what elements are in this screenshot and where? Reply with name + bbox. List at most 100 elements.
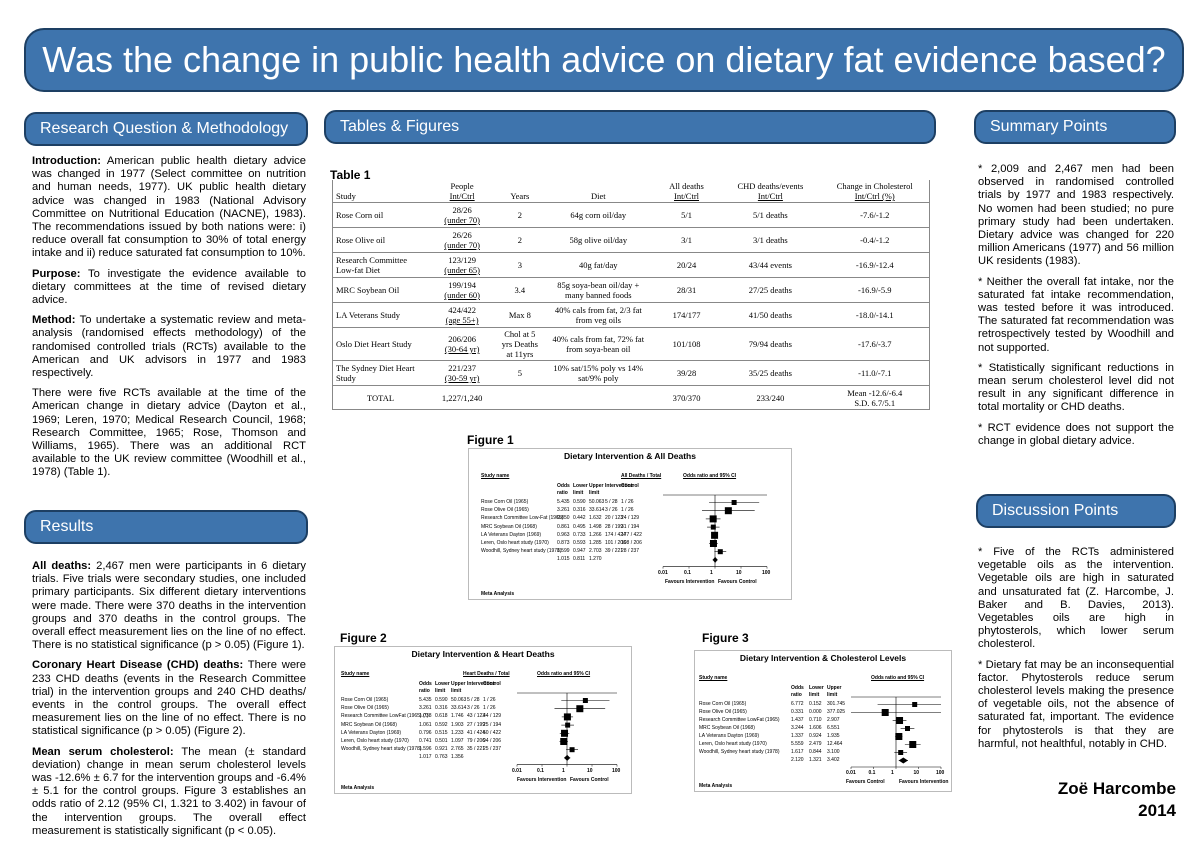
- cell-years: 3.4: [495, 277, 544, 303]
- cell-all: 101/108: [652, 327, 721, 361]
- forest-value: 0.924: [809, 733, 822, 739]
- figure3-label: Figure 3: [702, 631, 749, 645]
- cell-chd: 27/25 deaths: [720, 277, 821, 303]
- forest-overall-value: 1.270: [589, 556, 602, 563]
- cell-all: 20/24: [652, 252, 721, 278]
- forest-value: 12.464: [827, 741, 843, 747]
- cell-people: 221/237 (30-59 yr): [428, 360, 496, 386]
- forest-tick-label: 10: [587, 767, 593, 774]
- forest-value: 0.316: [435, 705, 448, 712]
- forest-tick-label: 1: [562, 767, 565, 774]
- cell-all: 5/1: [652, 202, 721, 228]
- forest-value: 0.592: [435, 721, 448, 728]
- forest-favours-right: Favours Intervention: [899, 779, 949, 785]
- th-chd-sub: Int/Ctrl: [757, 191, 783, 201]
- forest-value: 0.947: [573, 548, 586, 555]
- forest-value: 0.741: [419, 738, 432, 744]
- table1-row: Oslo Diet Heart Study 206/206 (30-64 yr) Ch…: [332, 327, 930, 361]
- cell-all: 39/28: [652, 360, 721, 386]
- forest-value: 1.746: [451, 713, 464, 720]
- cell-chol: -18.0/-14.1: [820, 302, 930, 328]
- forest-value: 1.599: [557, 548, 570, 555]
- table1-row: Rose Corn oil 28/26 (under 70) 2 64g corn oi…: [332, 202, 930, 228]
- th-chd-label: CHD deaths/events: [737, 181, 804, 191]
- forest-tick-label: 100: [612, 767, 621, 774]
- forest-title: Dietary Intervention & Heart Deaths: [411, 649, 555, 659]
- forest-point: [904, 726, 910, 731]
- forest-col-head: Lower limit: [573, 483, 588, 496]
- forest-value: 0.861: [557, 523, 570, 530]
- forest-tick-label: 10: [913, 770, 920, 776]
- forest-value: 50 / 422: [483, 729, 502, 736]
- th-chol: Change in Cholesterol Int/Ctrl (%): [820, 180, 930, 203]
- forest-value: 50.063: [589, 499, 605, 505]
- forest-overall-diamond: [898, 757, 908, 764]
- forest-value: 1.097: [451, 738, 464, 744]
- people-age: (under 65): [444, 265, 480, 275]
- forest-value: 35 / 221: [467, 746, 486, 753]
- forest-value: 79 / 206: [467, 738, 486, 744]
- figure2-label: Figure 2: [340, 631, 387, 645]
- forest-value: 0.593: [573, 540, 586, 546]
- forest-value: 101 / 206: [605, 540, 626, 546]
- forest-point: [709, 515, 717, 523]
- forest-meta-label: Meta Analysis: [699, 783, 733, 789]
- forest-favours-left: Favours Intervention: [517, 776, 567, 783]
- forest-value: 0.618: [435, 713, 448, 720]
- table1-body: Rose Corn oil 28/26 (under 70) 2 64g corn oi…: [332, 202, 930, 410]
- cell-people: 28/26 (under 70): [428, 202, 496, 228]
- forest-value: 5.435: [419, 697, 432, 703]
- cell-study: Rose Olive oil: [332, 227, 429, 253]
- forest-study-name: Research Committee Low-Fat (1965): [481, 515, 564, 522]
- chol-text: The mean (± standard deviation) change i…: [32, 745, 306, 837]
- forest-study-name: Rose Corn Oil (1965): [481, 499, 529, 505]
- th-all-sub: Int/Ctrl: [674, 191, 700, 201]
- forest-value: 1 / 26: [483, 697, 496, 703]
- forest-study-name: Woodhill, Sydney heart study (1978): [341, 746, 422, 753]
- forest-overall-value: 1.015: [557, 556, 570, 563]
- people-count: 26/26: [452, 230, 472, 240]
- forest-point: [896, 717, 904, 724]
- forest-value: 0.796: [419, 729, 432, 736]
- forest-value: 1.596: [419, 746, 432, 753]
- cell-study: The Sydney Diet Heart Study: [332, 360, 429, 386]
- forest-value: 43 / 123: [467, 713, 486, 720]
- forest-value: 5 / 28: [467, 697, 480, 703]
- forest-value: 0.000: [809, 709, 822, 715]
- forest-col-head: Odds ratio: [419, 681, 432, 694]
- forest-value: 1.437: [791, 717, 804, 723]
- people-count: 123/129: [448, 255, 477, 265]
- forest-group-head: Heart Deaths / Total: [463, 671, 510, 677]
- table1-total-row: TOTAL 1,227/1,240 370/370 233/240 Mean -12.6…: [332, 385, 930, 410]
- forest-col-head: Odds ratio: [557, 483, 570, 496]
- forest-value: 3.261: [557, 507, 570, 514]
- forest-tick-label: 0.1: [868, 770, 876, 776]
- cell-years: Max 8: [495, 302, 544, 328]
- cell-people: 424/422 (age 55+): [428, 302, 496, 328]
- cell-study: LA Veterans Study: [332, 302, 429, 328]
- forest-study-name: Rose Olive Oil (1965): [341, 705, 389, 712]
- forest-tick-label: 0.01: [512, 767, 522, 774]
- forest-value: 50.063: [451, 697, 467, 703]
- cell-study: MRC Soybean Oil: [332, 277, 429, 303]
- forest-value: 0.873: [557, 540, 570, 546]
- method-text: To undertake a systematic review and met…: [32, 314, 306, 380]
- people-age: (age 55+): [445, 315, 479, 325]
- forest-study-name: LA Veterans Dayton (1969): [699, 733, 760, 739]
- purpose-text: To investigate the evidence available to…: [32, 267, 306, 307]
- forest-tick-label: 1: [710, 569, 713, 576]
- results-text: All deaths: 2,467 men were participants …: [32, 560, 306, 845]
- forest-point: [710, 524, 716, 530]
- forest-study-head: Study name: [341, 671, 370, 677]
- forest-favours-left: Favours Intervention: [665, 578, 715, 585]
- forest-value: 1.337: [791, 733, 804, 739]
- forest-point: [563, 713, 571, 721]
- forest-value: 20 / 123: [605, 515, 624, 522]
- discussion-point: * Dietary fat may be an inconsequential …: [978, 658, 1174, 750]
- author-year: 2014: [1138, 801, 1176, 820]
- deaths-text: 2,467 men were participants in 6 dietary…: [32, 560, 306, 652]
- forest-value: 0.710: [809, 717, 822, 723]
- forest-point: [569, 747, 575, 753]
- forest-value: 28 / 199: [605, 523, 624, 530]
- forest-point: [576, 705, 584, 713]
